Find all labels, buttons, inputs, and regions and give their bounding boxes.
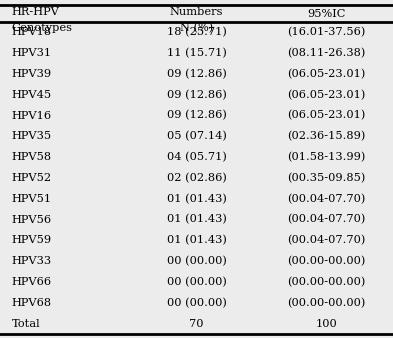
Text: HPV52: HPV52 bbox=[12, 173, 52, 183]
Text: (16.01-37.56): (16.01-37.56) bbox=[287, 27, 365, 38]
Text: 95%IC: 95%IC bbox=[307, 8, 345, 19]
Text: HPV31: HPV31 bbox=[12, 48, 52, 58]
Text: 01 (01.43): 01 (01.43) bbox=[167, 235, 226, 245]
Text: 100: 100 bbox=[315, 318, 337, 329]
Text: 01 (01.43): 01 (01.43) bbox=[167, 214, 226, 225]
Text: Numbers: Numbers bbox=[170, 7, 223, 17]
Text: HPV18: HPV18 bbox=[12, 27, 52, 38]
Text: (00.04-07.70): (00.04-07.70) bbox=[287, 194, 365, 204]
Text: (00.00-00.00): (00.00-00.00) bbox=[287, 297, 365, 308]
Text: (06.05-23.01): (06.05-23.01) bbox=[287, 111, 365, 121]
Text: 01 (01.43): 01 (01.43) bbox=[167, 194, 226, 204]
Text: 04 (05.71): 04 (05.71) bbox=[167, 152, 226, 162]
Text: (00.04-07.70): (00.04-07.70) bbox=[287, 235, 365, 245]
Text: 11 (15.71): 11 (15.71) bbox=[167, 48, 226, 58]
Text: (01.58-13.99): (01.58-13.99) bbox=[287, 152, 365, 162]
Text: HPV51: HPV51 bbox=[12, 194, 52, 204]
Text: (02.36-15.89): (02.36-15.89) bbox=[287, 131, 365, 142]
Text: (00.04-07.70): (00.04-07.70) bbox=[287, 214, 365, 225]
Text: 09 (12.86): 09 (12.86) bbox=[167, 90, 226, 100]
Text: 18 (25.71): 18 (25.71) bbox=[167, 27, 226, 38]
Text: (06.05-23.01): (06.05-23.01) bbox=[287, 90, 365, 100]
Text: HR-HPV: HR-HPV bbox=[12, 7, 60, 17]
Text: (00.00-00.00): (00.00-00.00) bbox=[287, 277, 365, 287]
Text: Genotypes: Genotypes bbox=[12, 23, 73, 33]
Text: (08.11-26.38): (08.11-26.38) bbox=[287, 48, 365, 58]
Text: 00 (00.00): 00 (00.00) bbox=[167, 277, 226, 287]
Text: 00 (00.00): 00 (00.00) bbox=[167, 256, 226, 266]
Text: 70: 70 bbox=[189, 318, 204, 329]
Text: 02 (02.86): 02 (02.86) bbox=[167, 173, 226, 183]
Text: HPV16: HPV16 bbox=[12, 111, 52, 121]
Text: HPV58: HPV58 bbox=[12, 152, 52, 162]
Text: 05 (07.14): 05 (07.14) bbox=[167, 131, 226, 142]
Text: N (%): N (%) bbox=[180, 23, 213, 33]
Text: HPV56: HPV56 bbox=[12, 215, 52, 224]
Text: (00.35-09.85): (00.35-09.85) bbox=[287, 173, 365, 183]
Text: 00 (00.00): 00 (00.00) bbox=[167, 297, 226, 308]
Text: 09 (12.86): 09 (12.86) bbox=[167, 69, 226, 79]
Text: HPV66: HPV66 bbox=[12, 277, 52, 287]
Text: HPV68: HPV68 bbox=[12, 298, 52, 308]
Text: (06.05-23.01): (06.05-23.01) bbox=[287, 69, 365, 79]
Text: HPV33: HPV33 bbox=[12, 256, 52, 266]
Text: HPV59: HPV59 bbox=[12, 235, 52, 245]
Text: (00.00-00.00): (00.00-00.00) bbox=[287, 256, 365, 266]
Text: Total: Total bbox=[12, 318, 40, 329]
Text: HPV45: HPV45 bbox=[12, 90, 52, 100]
Text: HPV39: HPV39 bbox=[12, 69, 52, 79]
Text: HPV35: HPV35 bbox=[12, 131, 52, 141]
Text: 09 (12.86): 09 (12.86) bbox=[167, 111, 226, 121]
